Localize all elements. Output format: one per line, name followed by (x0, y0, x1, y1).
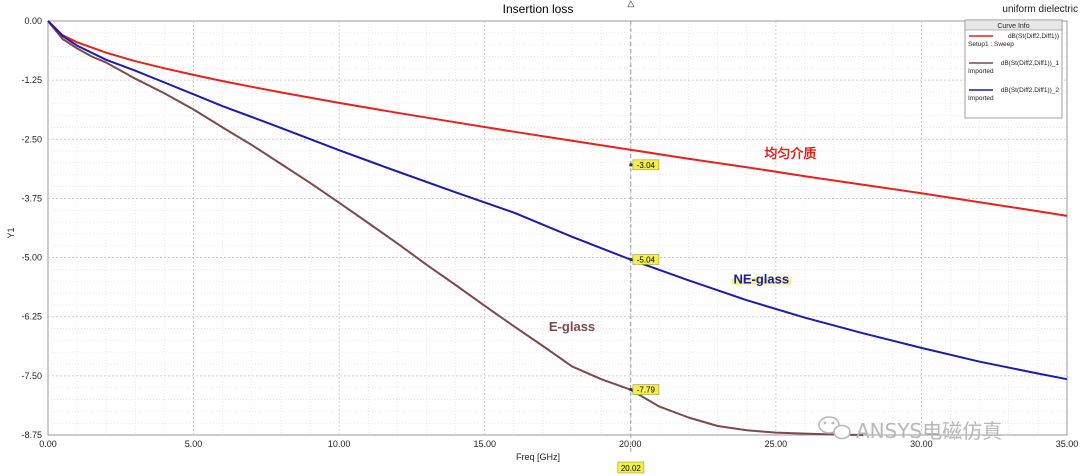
y-tick-label: -5.00 (21, 253, 42, 263)
watermark-text: ANSYS电磁仿真 (856, 419, 1002, 443)
series-line (47, 20, 864, 436)
legend-entry-subtitle: Imported (968, 68, 994, 75)
chart-title: Insertion loss (503, 2, 574, 16)
x-tick-label: 35.00 (1056, 439, 1079, 449)
x-tick-label: 30.00 (910, 439, 933, 449)
legend-entry-name: dB(St(Diff2,Diff1))_2 (1001, 87, 1060, 94)
x-tick-label: 0.00 (39, 439, 57, 449)
x-tick-label: 20.00 (619, 439, 642, 449)
cursor-x-label: 20.02 (617, 461, 645, 474)
watermark: ANSYS电磁仿真 (818, 416, 1002, 443)
marker: -7.79 (629, 384, 660, 395)
brand-label: uniform dielectric (1002, 4, 1078, 15)
series-uniform-dielectric: 均匀介质 (47, 20, 1068, 217)
cursor-arrow-icon: △ (627, 0, 634, 8)
cursor-label: 20.02 (621, 464, 642, 473)
x-axis-label: Freq [GHz] (516, 452, 560, 462)
y-tick-label: -6.25 (21, 312, 42, 322)
series-line (47, 20, 1068, 217)
plot-area: 0.00 5.00 10.00 15.00 20.00 25.00 30.00 35.00 0.… (21, 0, 1079, 474)
marker-label-box (632, 384, 660, 395)
y-tick-label: -2.50 (21, 134, 42, 144)
legend-entry-name: dB(St(Diff2,Diff1))_1 (1001, 60, 1060, 67)
series-annotation: 均匀介质 (764, 146, 816, 161)
y-tick-label: 0.00 (24, 16, 42, 26)
marker-label: -3.04 (637, 161, 656, 170)
series-annotation: NE-glass (733, 272, 789, 287)
marker: -5.04 (629, 254, 660, 265)
cursor-label-box (617, 461, 645, 474)
x-tick-label: 15.00 (473, 439, 496, 449)
legend-entry-subtitle: Setup1 : Sweep (968, 41, 1014, 48)
legend: Curve Info dB(St(Diff2,Diff1))Setup1 : Sw… (964, 19, 1063, 119)
marker-point (629, 163, 633, 167)
marker-point (629, 257, 633, 262)
annotation-highlight (731, 277, 792, 285)
marker-label: -7.79 (637, 386, 656, 395)
y-tick-label: -1.25 (21, 75, 42, 85)
x-tick-label: 10.00 (328, 439, 351, 449)
plot-frame (47, 20, 1068, 436)
series-ne-glass: NE-glass (47, 20, 1068, 381)
y-tick-label: -3.75 (21, 193, 42, 203)
series-line (47, 20, 1068, 381)
x-tick-label: 25.00 (765, 439, 788, 449)
series-e-glass: E-glass (47, 20, 864, 436)
legend-entry-subtitle: Imported (968, 95, 994, 102)
legend-header (964, 19, 1063, 31)
y-axis-label: Y1 (6, 227, 16, 238)
marker: -3.04 (629, 159, 660, 171)
marker-label-box (632, 254, 660, 265)
series-annotation: E-glass (549, 319, 595, 334)
wechat-logo-icon (818, 416, 851, 440)
y-tick-label: -7.50 (21, 371, 42, 381)
marker-label-box (632, 159, 660, 171)
y-tick-label: -8.75 (21, 430, 42, 440)
legend-entry-name: dB(St(Diff2,Diff1)) (1008, 33, 1059, 40)
legend-title: Curve Info (997, 23, 1029, 30)
x-tick-label: 5.00 (185, 439, 203, 449)
marker-label: -5.04 (637, 255, 656, 264)
marker-point (629, 387, 633, 392)
